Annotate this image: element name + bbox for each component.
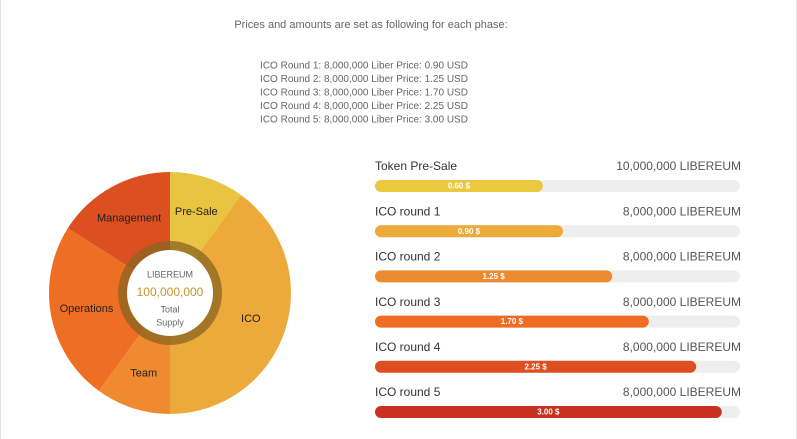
- pie: Pre-Sale ICO Team Operations Management LIBER…: [48, 172, 291, 414]
- round-line: ICO Round 4: 8,000,000 Liber Price: 2.25…: [260, 101, 468, 112]
- bar-fill: [375, 315, 649, 328]
- round-line: ICO Round 2: 8,000,000 Liber Price: 1.25…: [260, 74, 468, 85]
- bar-label: ICO round 1: [375, 204, 441, 218]
- round-line: ICO Round 3: 8,000,000 Liber Price: 1.70…: [260, 88, 468, 99]
- bar-label: ICO round 5: [375, 385, 441, 399]
- bar-price: 0.60 $: [448, 182, 471, 191]
- bar-price: 1.25 $: [483, 272, 506, 281]
- bar-price: 2.25 $: [524, 362, 547, 371]
- bar-price: 1.70 $: [501, 317, 524, 326]
- bar-amount: 8,000,000 LIBEREUM: [623, 340, 741, 354]
- slice-label: Operations: [60, 303, 114, 315]
- bar-amount: 8,000,000 LIBEREUM: [623, 295, 741, 309]
- bar-amount: 8,000,000 LIBEREUM: [623, 385, 741, 399]
- bars: Token Pre-Sale 10,000,000 LIBEREUM 0.60 $ I…: [375, 159, 741, 418]
- pie-slice: [48, 228, 170, 391]
- center-label: 100,000,000: [137, 285, 204, 299]
- slice-label: ICO: [241, 313, 261, 325]
- slice-label: Pre-Sale: [175, 206, 218, 218]
- center-label: Total: [160, 304, 179, 314]
- round-line: ICO Round 1: 8,000,000 Liber Price: 0.90…: [260, 61, 468, 72]
- slice-label: Team: [130, 368, 157, 380]
- bar-price: 3.00 $: [537, 408, 560, 417]
- center-label: Supply: [156, 317, 184, 327]
- center-label: LIBEREUM: [147, 269, 193, 279]
- donut-hole: [127, 250, 213, 336]
- bar-amount: 8,000,000 LIBEREUM: [623, 250, 741, 264]
- pie-slice: [170, 195, 291, 414]
- bar-label: ICO round 2: [375, 250, 441, 264]
- round-line: ICO Round 5: 8,000,000 Liber Price: 3.00…: [260, 115, 468, 126]
- bar-label: ICO round 4: [375, 340, 441, 354]
- bar-label: Token Pre-Sale: [375, 159, 457, 173]
- bar-price: 0.90 $: [458, 227, 481, 236]
- bar-fill: [375, 360, 697, 373]
- bar-label: ICO round 3: [375, 295, 441, 309]
- bar-amount: 8,000,000 LIBEREUM: [623, 204, 741, 218]
- bar-fill: [375, 180, 543, 192]
- bar-fill: [375, 406, 722, 418]
- bar-fill: [375, 270, 613, 283]
- bar-amount: 10,000,000 LIBEREUM: [616, 159, 741, 173]
- slice-label: Management: [97, 212, 161, 224]
- bar-fill: [375, 225, 563, 238]
- intro: Prices and amounts are set as following …: [234, 19, 507, 31]
